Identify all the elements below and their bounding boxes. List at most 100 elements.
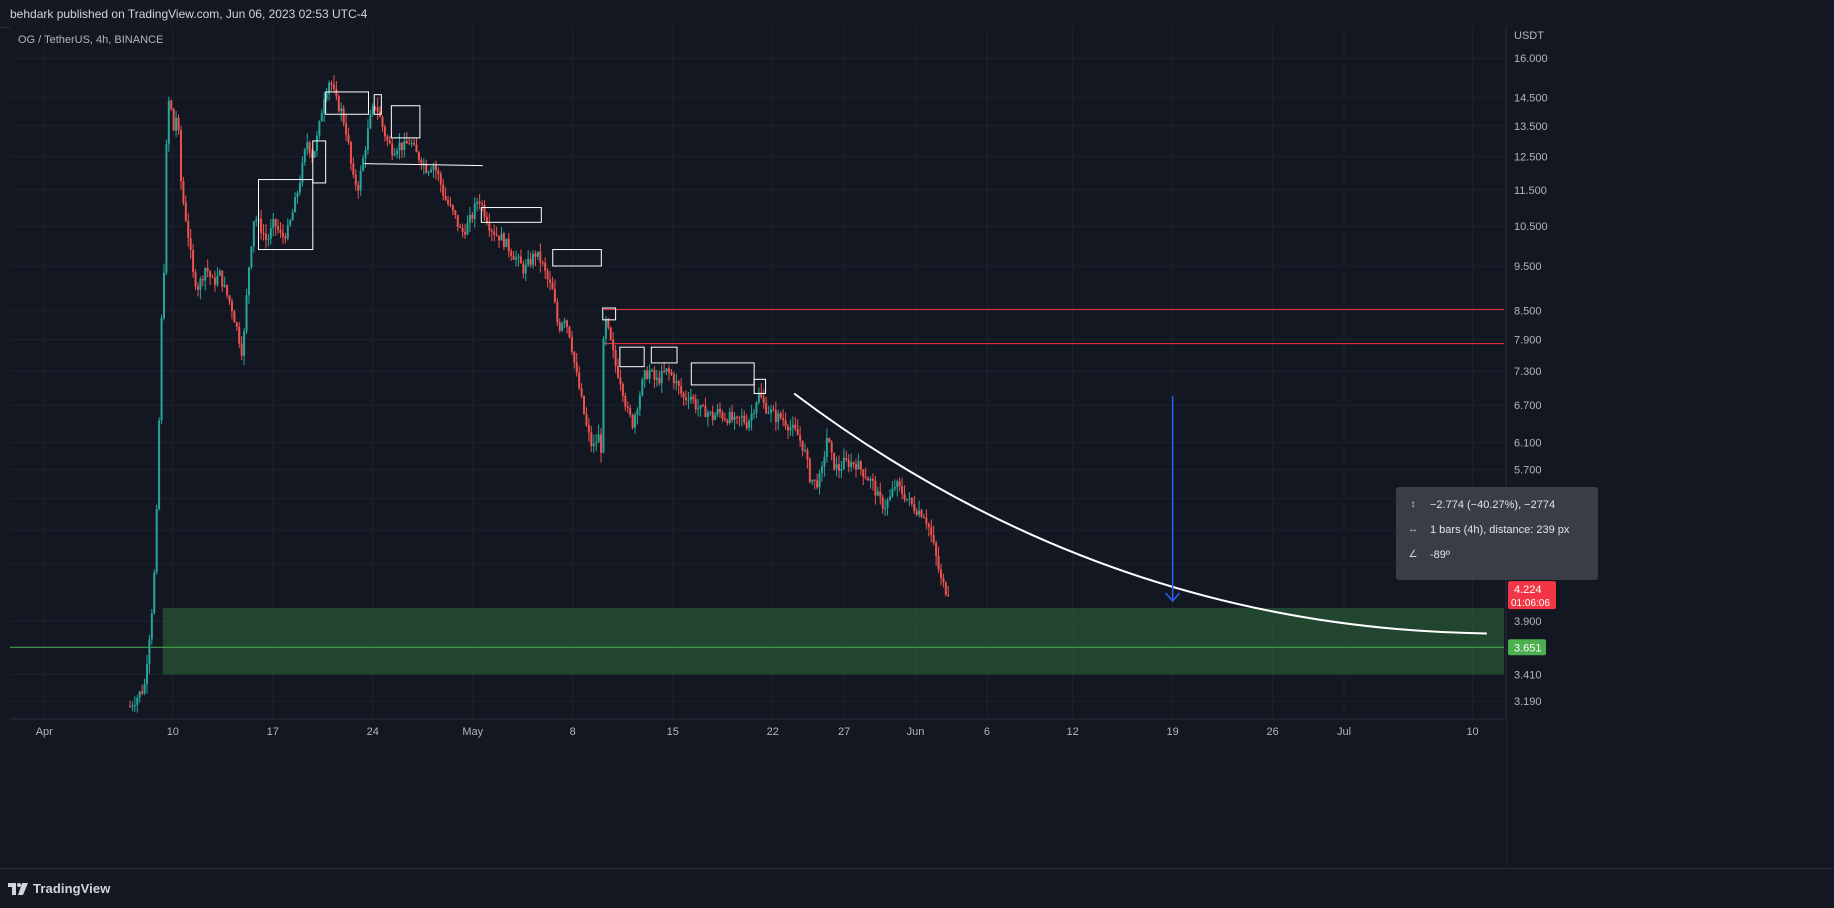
time-tick-label: 27	[838, 726, 850, 738]
candle-body	[765, 402, 768, 413]
candle-body	[544, 262, 547, 271]
candle-body	[685, 397, 688, 400]
candle-body	[432, 165, 435, 170]
candle-body	[371, 106, 374, 115]
candle-body	[447, 199, 450, 205]
candle-body	[218, 270, 221, 276]
candle-body	[947, 594, 950, 596]
candle-body	[595, 442, 598, 444]
candle-body	[680, 386, 683, 394]
candle-body	[357, 185, 360, 191]
candle-body	[755, 402, 758, 414]
time-tick-label: 6	[984, 726, 990, 738]
candle-body	[847, 459, 850, 467]
last-price-badge	[1508, 581, 1556, 610]
candle-body	[808, 459, 811, 482]
price-chart[interactable]: USDT 16.000 14.500 13.500 12.500 11.500 10.500…	[10, 27, 1834, 867]
candle-body	[410, 143, 413, 145]
candle-body	[386, 136, 389, 141]
candle-body	[206, 267, 209, 272]
candle-body	[437, 170, 440, 174]
candle-body	[614, 350, 617, 366]
footer-bar: TradingView	[0, 868, 1834, 908]
candle-body	[281, 232, 284, 237]
candle-body	[850, 462, 853, 467]
candle-body	[466, 222, 469, 235]
candle-body	[566, 320, 569, 327]
candle-body	[405, 141, 408, 144]
candle-body	[507, 238, 510, 252]
candle-body	[760, 392, 763, 398]
candle-body	[791, 424, 794, 428]
candle-body	[133, 704, 136, 706]
price-tick-label: 3.900	[1514, 616, 1542, 628]
candle-body	[332, 84, 335, 89]
candle-body	[488, 223, 491, 231]
candle-body	[230, 301, 233, 312]
candle-body	[366, 128, 369, 150]
candle-body	[398, 142, 401, 151]
candle-body	[505, 238, 508, 247]
candle-body	[570, 336, 573, 352]
candle-body	[308, 142, 311, 153]
candle-body	[296, 192, 299, 198]
candle-body	[840, 468, 843, 471]
candle-body	[646, 370, 649, 379]
candle-body	[651, 370, 654, 372]
candle-body	[381, 116, 384, 127]
candle-body	[165, 144, 168, 273]
candle-body	[753, 413, 756, 415]
candle-body	[884, 507, 887, 509]
candle-body	[337, 96, 340, 112]
candle-body	[347, 134, 350, 143]
candle-body	[315, 135, 318, 152]
candle-body	[738, 416, 741, 418]
time-tick-label: 10	[1466, 726, 1478, 738]
candle-body	[364, 149, 367, 159]
candle-body	[728, 411, 731, 424]
candle-body	[740, 415, 743, 418]
candle-body	[624, 395, 627, 407]
candle-body	[532, 253, 535, 265]
candle-body	[534, 253, 537, 257]
candle-body	[473, 203, 476, 219]
candle-body	[772, 409, 775, 411]
candle-body	[556, 302, 559, 323]
candle-body	[702, 405, 705, 407]
price-axis: USDT 16.000 14.500 13.500 12.500 11.500 10.500…	[1505, 27, 1834, 867]
candle-body	[774, 410, 777, 423]
candle-body	[415, 144, 418, 153]
tradingview-logo[interactable]: TradingView	[8, 881, 110, 896]
candle-body	[303, 149, 306, 163]
candle-body	[871, 479, 874, 481]
candle-body	[172, 108, 175, 131]
candle-body	[743, 415, 746, 423]
candle-body	[335, 88, 338, 97]
time-tick-label: Apr	[36, 726, 53, 738]
candle-body	[243, 331, 246, 356]
candle-body	[420, 160, 423, 166]
publish-header: behdark published on TradingView.com, Ju…	[0, 0, 1834, 28]
candle-body	[376, 107, 379, 112]
candle-body	[706, 412, 709, 418]
candle-body	[859, 461, 862, 470]
candle-body	[806, 450, 809, 460]
candle-body	[476, 201, 479, 204]
candle-body	[354, 174, 357, 186]
price-tick-label: 10.500	[1514, 221, 1548, 233]
candle-body	[602, 338, 605, 453]
price-tick-label: 6.700	[1514, 400, 1542, 412]
candle-body	[862, 469, 865, 477]
candle-body	[175, 117, 178, 131]
candle-body	[260, 218, 263, 234]
candle-body	[762, 397, 765, 403]
candle-body	[478, 201, 481, 204]
candle-body	[413, 143, 416, 145]
candle-body	[493, 231, 496, 235]
candle-body	[131, 705, 134, 707]
candle-body	[694, 399, 697, 410]
candle-body	[286, 224, 289, 239]
chart-frame[interactable]: USDT 16.000 14.500 13.500 12.500 11.500 10.500…	[10, 27, 1834, 867]
candle-body	[177, 117, 180, 131]
time-axis-bg	[10, 719, 1506, 867]
